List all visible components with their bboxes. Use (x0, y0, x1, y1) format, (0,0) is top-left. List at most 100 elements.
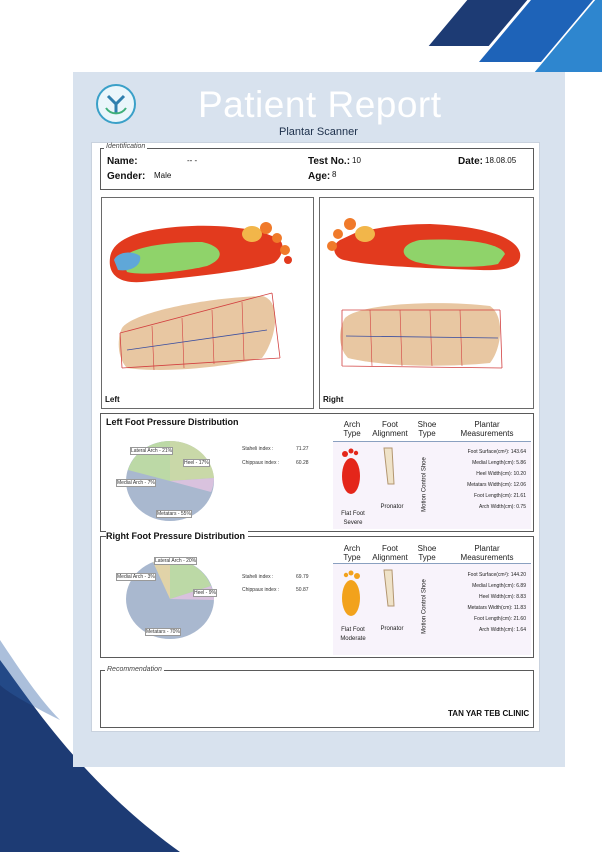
right-arch-footprint-icon (342, 570, 360, 616)
measurement-row: Foot Surface(cm²): 143.64 (446, 449, 526, 455)
right-alignment-icon (383, 569, 395, 607)
measurement-label: Metatars Width(cm): (467, 605, 513, 611)
left-chippaux-label: Chippaux index : (242, 460, 280, 466)
measurement-label: Foot Surface(cm²): (467, 449, 510, 455)
measurement-label: Foot Length(cm): (474, 616, 513, 622)
clinic-logo (96, 84, 136, 124)
left-pie-label-heel: Heel - 17% (183, 459, 210, 467)
name-value: -- - (187, 156, 198, 165)
header-shoe-type: Shoe Type (417, 544, 437, 562)
left-distribution-title: Left Foot Pressure Distribution (106, 417, 242, 427)
measurement-label: Foot Surface(cm²): (467, 572, 510, 578)
header-shoe-type: Shoe Type (417, 420, 437, 438)
right-chippaux-value: 50.87 (296, 587, 309, 593)
logo-mark-icon (105, 94, 127, 115)
measurement-value: 12.06 (513, 482, 526, 488)
age-label: Age: (308, 171, 331, 182)
measurement-label: Arch Width(cm): (479, 504, 515, 510)
measurement-row: Foot Length(cm): 21.60 (446, 616, 526, 622)
left-distribution-box (100, 413, 534, 532)
right-pie-label-heel: Heel - 9% (193, 589, 217, 597)
right-pie-label-medial: Medial Arch - 3% (116, 573, 156, 581)
left-pressure-map (109, 222, 292, 371)
left-arch-type-value: Flat Foot Severe (341, 511, 365, 526)
right-staheli-label: Staheli index : (242, 574, 274, 580)
header-divider (333, 563, 531, 564)
right-findings-panel (333, 563, 531, 655)
report-title: Patient Report (198, 84, 442, 125)
right-foot-scan: Right (319, 197, 534, 409)
report-subtitle: Plantar Scanner (279, 126, 358, 138)
header-arch-type: Arch Type (343, 420, 361, 438)
measurement-value: 6.89 (516, 583, 526, 589)
identification-box (100, 148, 534, 190)
right-shoe-value: Motion Control Shoe (421, 579, 428, 634)
measurement-value: 1.64 (516, 627, 526, 633)
header-arch-type: Arch Type (343, 544, 361, 562)
left-foot-scan: Left (101, 197, 314, 409)
right-pie-label-lateral: Lateral Arch - 20% (154, 557, 198, 565)
measurement-row: Foot Length(cm): 21.61 (446, 493, 526, 499)
right-measurements: Foot Surface(cm²): 144.20 Medial Length(… (446, 572, 526, 633)
left-pressure-pie (126, 440, 214, 521)
measurement-value: 143.64 (510, 449, 526, 455)
measurement-value: 11.83 (513, 605, 526, 611)
header-plantar: Plantar Measurements (460, 544, 514, 562)
measurement-row: Metatars Width(cm): 12.06 (446, 482, 526, 488)
left-shoe-value: Motion Control Shoe (421, 457, 428, 512)
gender-value: Male (154, 171, 172, 180)
measurement-row: Heel Width(cm): 8.83 (446, 594, 526, 600)
measurement-row: Arch Width(cm): 0.75 (446, 504, 526, 510)
measurement-value: 5.86 (516, 460, 526, 466)
measurement-row: Metatars Width(cm): 11.83 (446, 605, 526, 611)
left-pie-label-lateral: Lateral Arch - 21% (130, 447, 174, 455)
right-distribution-title: Right Foot Pressure Distribution (106, 531, 249, 541)
right-alignment-value: Pronator (380, 626, 404, 632)
gender-label: Gender: (107, 171, 146, 182)
test-number-label: Test No.: (308, 156, 351, 167)
measurement-row: Medial Length(cm): 5.86 (446, 460, 526, 466)
left-pie-label-medial: Medial Arch - 7% (116, 479, 156, 487)
measurement-label: Foot Length(cm): (474, 493, 513, 499)
measurement-value: 8.83 (516, 594, 526, 600)
right-distribution-box (100, 536, 534, 658)
measurement-label: Arch Width(cm): (479, 627, 515, 633)
left-arch-footprint-icon (342, 448, 360, 494)
measurement-row: Arch Width(cm): 1.64 (446, 627, 526, 633)
decorative-wave (0, 640, 180, 852)
left-measurements: Foot Surface(cm²): 143.64 Medial Length(… (446, 449, 526, 510)
left-scan-label: Left (105, 395, 120, 404)
measurement-label: Metatars Width(cm): (467, 482, 513, 488)
left-alignment-icon (383, 447, 395, 485)
identification-legend: Identification (104, 143, 148, 150)
date-label: Date: (458, 156, 484, 167)
date-value: 18.08.05 (485, 156, 517, 165)
left-staheli-value: 71.27 (296, 446, 309, 452)
recommendation-box (100, 670, 534, 728)
right-scan-label: Right (323, 395, 344, 404)
left-chippaux-value: 60.28 (296, 460, 309, 466)
clinic-name: TAN YAR TEB CLINIC (448, 709, 530, 718)
measurement-label: Medial Length(cm): (472, 583, 515, 589)
test-number-value: 10 (352, 156, 361, 165)
header-divider (333, 441, 531, 442)
measurement-label: Heel Width(cm): (479, 594, 515, 600)
left-pie-label-metatars: Metatars - 55% (156, 510, 192, 518)
header-foot-alignment: Foot Alignment (372, 544, 408, 562)
measurement-value: 144.20 (510, 572, 526, 578)
header-foot-alignment: Foot Alignment (372, 420, 408, 438)
right-arch-type-value: Flat Foot Moderate (340, 627, 366, 642)
right-pressure-map (327, 218, 521, 369)
measurement-row: Heel Width(cm): 10.20 (446, 471, 526, 477)
header-plantar: Plantar Measurements (460, 420, 514, 438)
age-value: 8 (332, 170, 337, 179)
left-findings-panel (333, 442, 531, 529)
right-staheli-value: 69.79 (296, 574, 309, 580)
measurement-row: Foot Surface(cm²): 144.20 (446, 572, 526, 578)
measurement-value: 10.20 (513, 471, 526, 477)
left-alignment-value: Pronator (380, 504, 404, 510)
left-staheli-label: Staheli index : (242, 446, 274, 452)
measurement-value: 21.61 (513, 493, 526, 499)
right-pie-label-metatars: Metatars - 70% (145, 628, 181, 636)
right-chippaux-label: Chippaux index : (242, 587, 280, 593)
